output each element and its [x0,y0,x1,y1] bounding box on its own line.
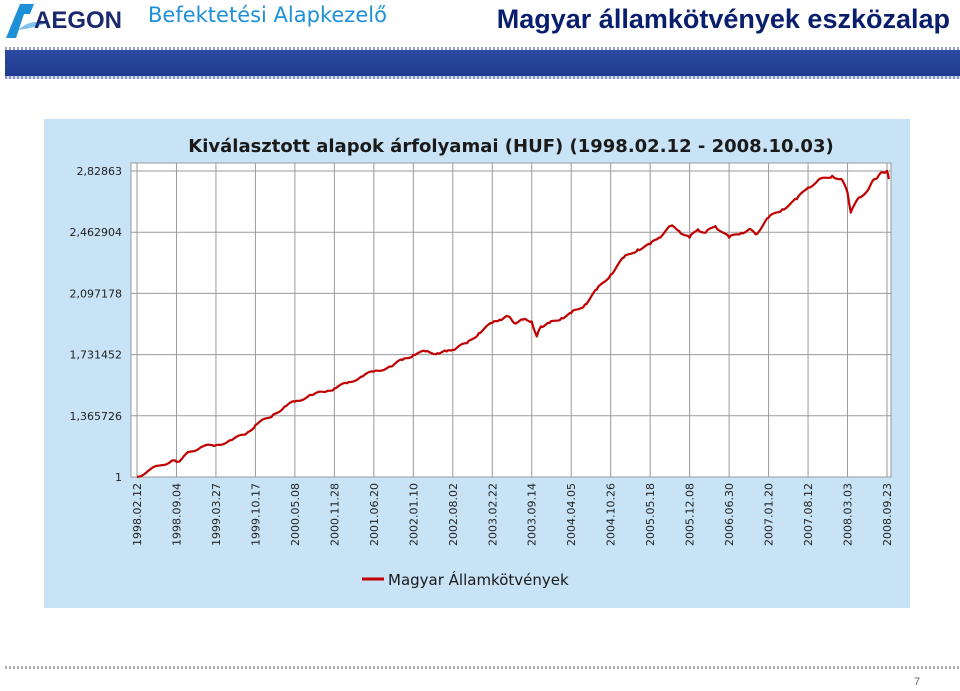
x-tick-label: 2000.11.28 [328,483,341,546]
chart-panel: 2,82863 2,462904 2,097178 1,731452 1,365726 1… [44,119,910,608]
x-tick-label: 1998.02.12 [131,483,144,546]
y-tick-label: 2,097178 [70,287,123,300]
y-tick-label: 1,731452 [70,349,123,362]
page-number: 7 [914,676,921,688]
x-tick-label: 2003.02.22 [486,483,499,546]
x-tick-label: 2004.10.26 [605,483,618,546]
x-tick-label: 2008.09.23 [881,483,894,546]
company-name: Befektetési Alapkezelő [148,3,387,27]
x-tick-label: 2008.03.03 [842,483,855,546]
y-tick-label: 1,365726 [70,410,123,423]
series-line-magyar-allamkotvenyek [136,169,890,479]
x-tick-label: 2001.06.20 [368,483,381,546]
logo-text: AEGON [34,7,122,34]
footer-line [5,666,960,669]
x-tick-label: 2005.05.18 [644,483,657,546]
x-tick-label: 2002.08.02 [447,483,460,546]
x-tick-label: 2005.12.08 [684,483,697,546]
y-tick-label: 2,462904 [70,226,123,239]
slide-header: AEGON Befektetési Alapkezelő Magyar álla… [0,0,960,50]
x-tick-label: 2002.01.10 [407,483,420,546]
x-tick-label: 2000.05.08 [289,483,302,546]
x-tick-label: 1998.09.04 [170,483,183,546]
x-axis-ticks: 1998.02.12 1998.09.04 1999.03.27 1999.10.17… [131,483,894,546]
slide-title: Magyar államkötvények eszközalap [496,4,950,34]
y-tick-label: 1 [115,471,122,484]
x-tick-label: 1999.03.27 [210,483,223,546]
x-tick-label: 2007.08.12 [802,483,815,546]
x-tick-label: 1999.10.17 [249,483,262,546]
x-tick-label: 2007.01.20 [763,483,776,546]
x-tick-label: 2004.04.05 [565,483,578,546]
header-stripe-bottom [5,76,960,79]
grid-lines [131,163,891,478]
legend-label: Magyar Államkötvények [388,570,569,589]
y-tick-label: 2,82863 [77,165,123,178]
y-axis-ticks: 2,82863 2,462904 2,097178 1,731452 1,365726 1 [70,165,123,484]
header-stripe-top [5,47,960,50]
x-tick-label: 2006.06.30 [723,483,736,546]
price-chart: 2,82863 2,462904 2,097178 1,731452 1,365726 1… [70,136,895,589]
aegon-logo: AEGON [6,4,122,38]
x-tick-label: 2003.09.14 [526,483,539,546]
chart-title: Kiválasztott alapok árfolyamai (HUF) (19… [188,136,833,157]
header-blue-bar [5,50,960,78]
